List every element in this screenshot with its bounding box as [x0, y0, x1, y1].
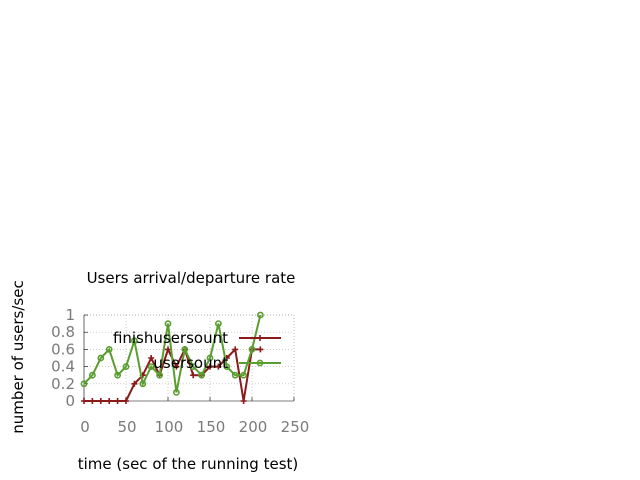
data-point	[189, 363, 197, 370]
chart-title: Users arrival/departure rate	[87, 269, 296, 287]
x-tick-label: 100	[155, 418, 184, 436]
data-point	[198, 371, 205, 379]
data-point	[114, 371, 121, 379]
x-tick-label: 0	[80, 418, 90, 436]
data-point	[81, 398, 87, 404]
y-tick-label: 0.8	[51, 323, 75, 341]
series-line	[83, 314, 262, 393]
series-users_count	[80, 311, 264, 396]
data-point	[122, 363, 130, 370]
x-axis-label: time (sec of the running test)	[78, 455, 299, 473]
data-point	[223, 363, 231, 370]
data-point	[207, 363, 213, 370]
legend-marker	[256, 359, 264, 367]
data-point	[181, 345, 189, 353]
data-point	[148, 355, 155, 361]
data-point	[240, 398, 247, 404]
data-point	[89, 398, 96, 404]
y-tick-label: 1	[65, 306, 75, 324]
data-point	[256, 311, 264, 319]
data-point	[232, 346, 239, 353]
data-point	[248, 345, 256, 353]
data-point	[130, 337, 138, 345]
x-tick-label: 150	[197, 418, 226, 436]
data-point	[190, 372, 197, 379]
legend: finishusersount usersount	[113, 329, 281, 372]
x-tick-label: 250	[281, 418, 310, 436]
data-point	[240, 371, 247, 379]
legend-label: usersount	[153, 354, 228, 372]
data-point	[89, 371, 96, 379]
legend-item-users_count: usersount	[153, 354, 281, 372]
legend-marker	[257, 335, 263, 341]
data-point	[206, 354, 214, 362]
data-point	[164, 320, 172, 327]
data-point	[156, 371, 163, 379]
data-point	[215, 363, 222, 370]
data-point	[106, 398, 113, 404]
legend-item-finish_users_count: finishusersount	[113, 329, 281, 347]
y-tick-label: 0.6	[51, 340, 75, 358]
y-tick-label: 0	[65, 392, 75, 410]
data-point	[105, 345, 113, 353]
data-point	[147, 363, 155, 370]
data-point	[214, 320, 222, 327]
data-point	[257, 346, 264, 353]
data-point	[131, 380, 138, 387]
data-point	[172, 388, 180, 396]
y-axis-label: number of users/sec	[9, 280, 27, 433]
data-point	[80, 380, 88, 388]
series-group	[80, 311, 264, 404]
data-point	[123, 398, 129, 404]
data-point	[165, 346, 171, 353]
axis-ticks: 00.20.40.60.810 50 100 150 200 250	[51, 306, 309, 436]
data-point	[173, 363, 180, 370]
x-tick-label: 200	[239, 418, 268, 436]
legend-label: finishusersount	[113, 329, 228, 347]
y-tick-label: 0.2	[51, 375, 75, 393]
data-point	[231, 371, 239, 379]
x-tick-label: 50	[117, 418, 136, 436]
data-point	[97, 354, 105, 362]
data-point	[114, 398, 121, 404]
y-tick-label: 0.4	[51, 358, 75, 376]
data-point	[139, 380, 147, 388]
data-point	[97, 398, 104, 404]
